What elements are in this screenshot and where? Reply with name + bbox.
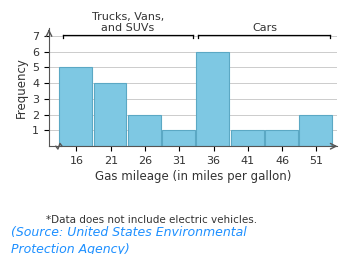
Text: Cars: Cars [252,23,277,33]
Bar [128,115,161,146]
X-axis label: Gas mileage (in miles per gallon): Gas mileage (in miles per gallon) [95,170,291,183]
Y-axis label: Frequency: Frequency [15,57,28,118]
Bar [231,131,264,146]
Bar [59,67,92,146]
Bar [94,83,126,146]
Text: (Source: United States Environmental: (Source: United States Environmental [11,226,246,239]
Bar [162,131,195,146]
Bar [265,131,298,146]
Bar [196,52,229,146]
Text: *Data does not include electric vehicles.: *Data does not include electric vehicles… [46,215,257,225]
Text: Protection Agency): Protection Agency) [11,243,129,254]
Bar [299,115,332,146]
Text: Trucks, Vans,
and SUVs: Trucks, Vans, and SUVs [92,12,164,33]
